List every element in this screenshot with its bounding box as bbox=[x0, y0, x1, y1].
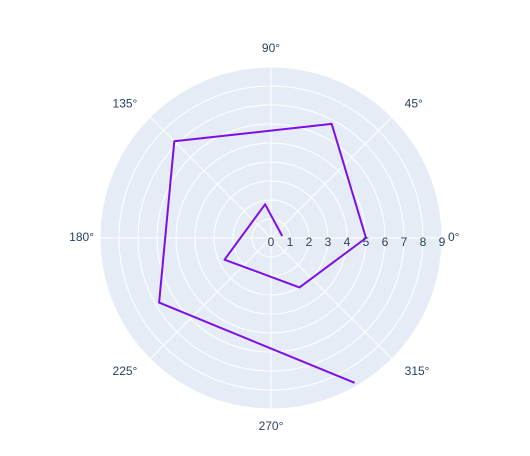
radial-tick-label: 5 bbox=[363, 235, 370, 249]
radial-tick-label: 7 bbox=[401, 235, 408, 249]
polar-grid bbox=[99, 66, 443, 410]
tick-labels: 0 1 2 3 4 5 6 7 8 9 0°45°90°135°180°225°270°315° bbox=[69, 41, 460, 433]
angular-tick-label: 180° bbox=[69, 230, 94, 244]
radial-tick-label: 9 bbox=[439, 235, 446, 249]
series-layer bbox=[158, 122, 367, 384]
series-line-0 bbox=[158, 122, 367, 384]
angular-tick-label: 90° bbox=[262, 41, 280, 55]
radial-tick-label: 4 bbox=[344, 235, 351, 249]
angular-tick-label: 0° bbox=[448, 230, 460, 244]
angular-tick-label: 135° bbox=[113, 97, 138, 111]
angular-tick-label: 225° bbox=[113, 364, 138, 378]
angular-grid-line bbox=[270, 237, 393, 360]
radial-tick-label: 0 bbox=[268, 235, 275, 249]
radial-tick-label: 2 bbox=[306, 235, 313, 249]
radial-tick-label: 8 bbox=[420, 235, 427, 249]
radial-tick-label: 3 bbox=[325, 235, 332, 249]
radial-tick-label: 1 bbox=[287, 235, 294, 249]
angular-grid-line bbox=[149, 237, 272, 360]
angular-tick-label: 315° bbox=[405, 364, 430, 378]
radial-tick-label: 6 bbox=[382, 235, 389, 249]
angular-grid-line bbox=[149, 116, 272, 239]
angular-tick-label: 45° bbox=[405, 97, 423, 111]
angular-grid-line bbox=[270, 116, 393, 239]
angular-tick-label: 270° bbox=[259, 419, 284, 433]
